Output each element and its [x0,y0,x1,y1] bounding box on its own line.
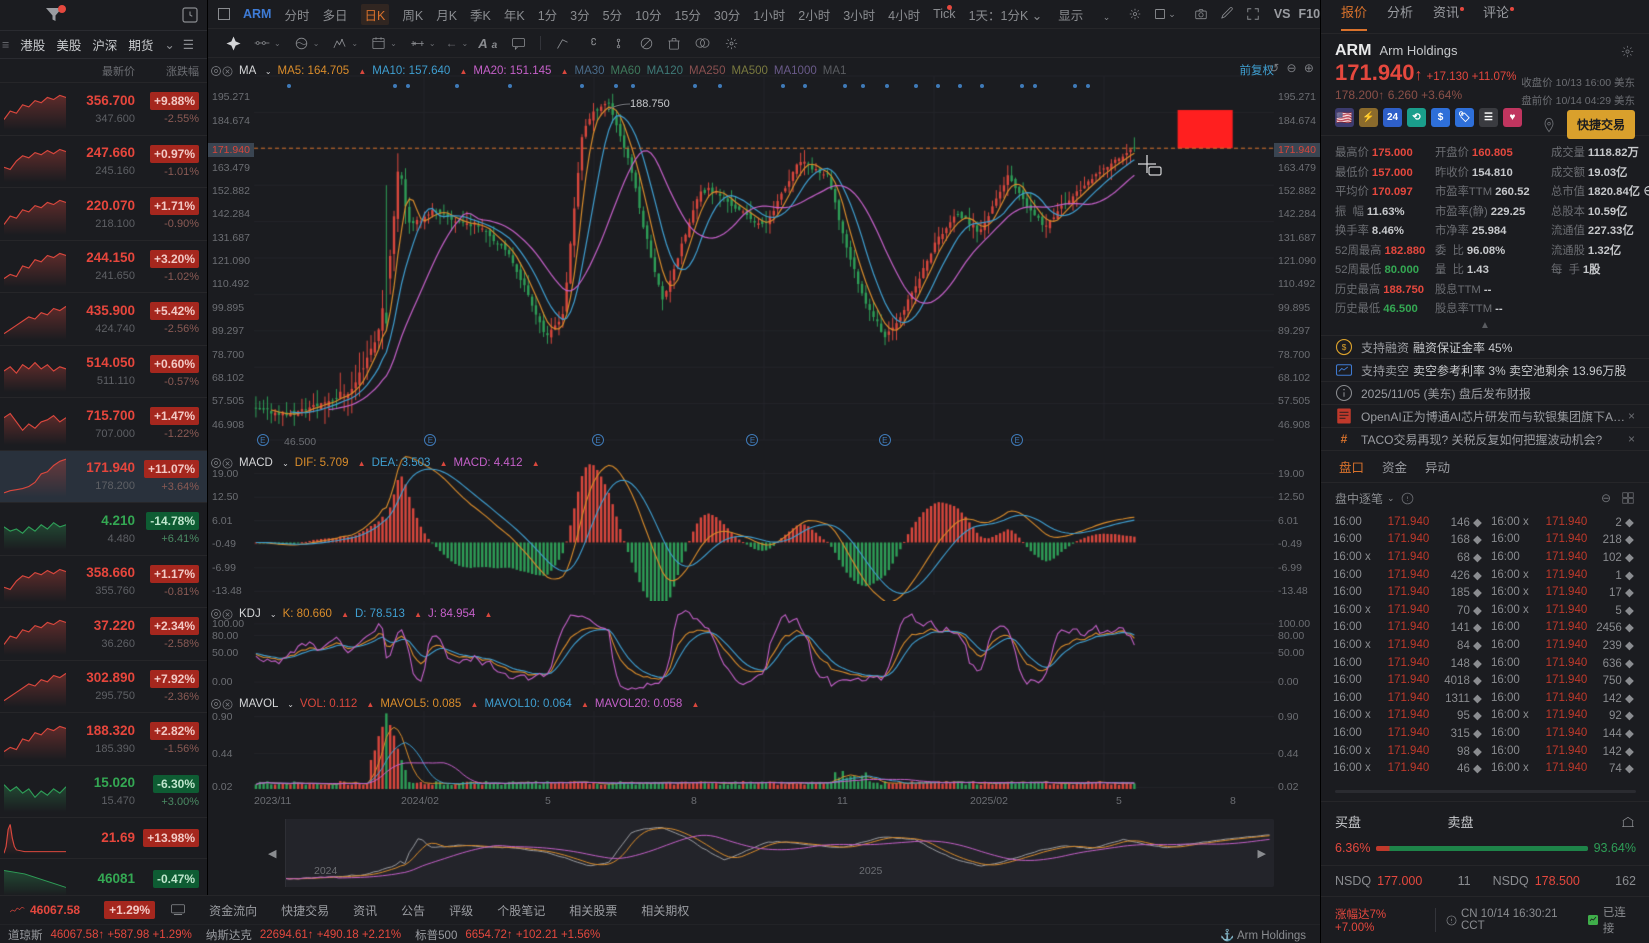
svg-text:#: # [1341,432,1348,446]
svg-text:$: $ [1342,343,1347,352]
